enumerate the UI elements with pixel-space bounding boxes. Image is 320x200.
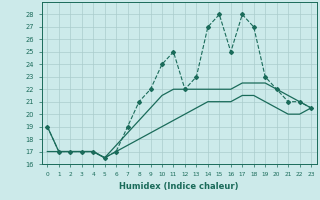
X-axis label: Humidex (Indice chaleur): Humidex (Indice chaleur)	[119, 182, 239, 191]
